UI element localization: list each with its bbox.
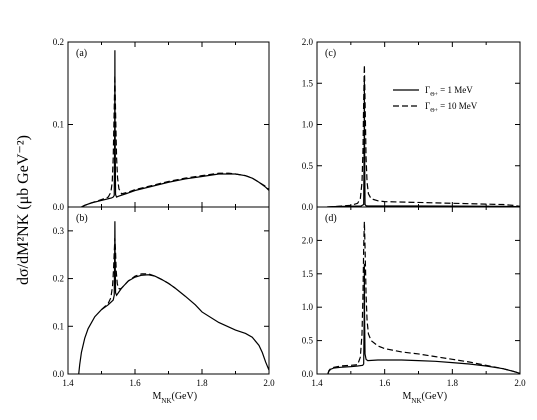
panel-c: 0.0 0.5 1.0 1.5 2.0 (c) ΓΘ+ = 1 MeV ΓΘ+ = 10 Me… bbox=[302, 37, 521, 212]
y-tick-label: 2.0 bbox=[302, 235, 314, 245]
series-solid-line bbox=[78, 221, 269, 374]
y-tick-label: 1.0 bbox=[302, 120, 314, 130]
series-dashed-line bbox=[101, 237, 176, 311]
x-tick-label: 1.6 bbox=[129, 378, 141, 388]
y-tick-label: 1.5 bbox=[302, 78, 314, 88]
panel-label: (a) bbox=[76, 48, 87, 59]
x-axis-unit: (GeV) bbox=[422, 391, 448, 402]
x-tick-label: 1.4 bbox=[62, 378, 74, 388]
series-dashed-line bbox=[327, 221, 520, 374]
x-tick-label: 1.6 bbox=[379, 378, 391, 388]
y-axis-title: dσ/dM²NK (μb GeV⁻²) bbox=[15, 135, 32, 285]
y-tick-label: 0.3 bbox=[53, 226, 65, 236]
panel-b: 0.0 0.1 0.2 0.3 1.4 1.6 1.8 2.0 MNK (GeV) (b) bbox=[53, 206, 275, 405]
plot-frame bbox=[67, 206, 270, 375]
y-tick-label: 2.0 bbox=[302, 37, 314, 47]
plot-frame bbox=[316, 206, 521, 375]
series-solid-line bbox=[81, 50, 269, 207]
panel-label: (b) bbox=[76, 213, 88, 224]
x-tick-label: 2.0 bbox=[514, 378, 526, 388]
x-axis-title: MNK bbox=[403, 391, 422, 405]
legend-entry: ΓΘ+ = 10 MeV bbox=[425, 101, 478, 114]
legend: ΓΘ+ = 1 MeV ΓΘ+ = 10 MeV bbox=[393, 85, 478, 114]
y-tick-label: 0.0 bbox=[302, 202, 314, 212]
x-axis-title: MNK bbox=[153, 391, 172, 405]
series-solid-line bbox=[327, 263, 520, 374]
x-axis-unit: (GeV) bbox=[172, 391, 198, 402]
y-tick-label: 0.1 bbox=[53, 321, 64, 331]
y-tick-label: 1.5 bbox=[302, 269, 314, 279]
panel-label: (d) bbox=[325, 213, 337, 224]
y-tick-label: 0.2 bbox=[53, 274, 64, 284]
y-tick-label: 0.0 bbox=[53, 369, 65, 379]
x-tick-label: 2.0 bbox=[263, 378, 275, 388]
legend-entry: ΓΘ+ = 1 MeV bbox=[425, 85, 473, 98]
panel-a: 0.0 0.1 0.2 (a) bbox=[53, 37, 270, 212]
y-tick-label: 0.1 bbox=[53, 120, 64, 130]
plot-frame bbox=[316, 41, 521, 208]
x-tick-label: 1.8 bbox=[447, 378, 459, 388]
y-tick-label: 0.0 bbox=[302, 369, 314, 379]
y-tick-label: 0.5 bbox=[302, 161, 314, 171]
y-tick-label: 0.0 bbox=[53, 202, 65, 212]
series-dashed-line bbox=[81, 74, 269, 207]
series-solid-line bbox=[327, 79, 520, 207]
panel-label: (c) bbox=[325, 48, 336, 59]
series-dashed-line bbox=[327, 65, 520, 207]
panel-d: 0.0 0.5 1.0 1.5 2.0 1.4 1.6 1.8 2.0 MNK (GeV) (d) bbox=[302, 206, 526, 405]
y-tick-label: 0.5 bbox=[302, 336, 314, 346]
x-tick-label: 1.8 bbox=[196, 378, 208, 388]
y-tick-label: 0.2 bbox=[53, 37, 64, 47]
y-tick-label: 1.0 bbox=[302, 302, 314, 312]
x-tick-label: 1.4 bbox=[311, 378, 323, 388]
